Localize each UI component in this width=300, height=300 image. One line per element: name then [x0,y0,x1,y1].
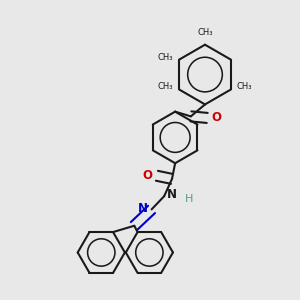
Text: O: O [142,169,152,182]
Text: CH₃: CH₃ [158,82,173,91]
Text: H: H [184,194,193,204]
Text: CH₃: CH₃ [197,28,213,37]
Text: CH₃: CH₃ [158,52,173,62]
Text: O: O [212,111,222,124]
Text: N: N [167,188,177,201]
Text: N: N [138,202,148,215]
Text: CH₃: CH₃ [236,82,252,91]
